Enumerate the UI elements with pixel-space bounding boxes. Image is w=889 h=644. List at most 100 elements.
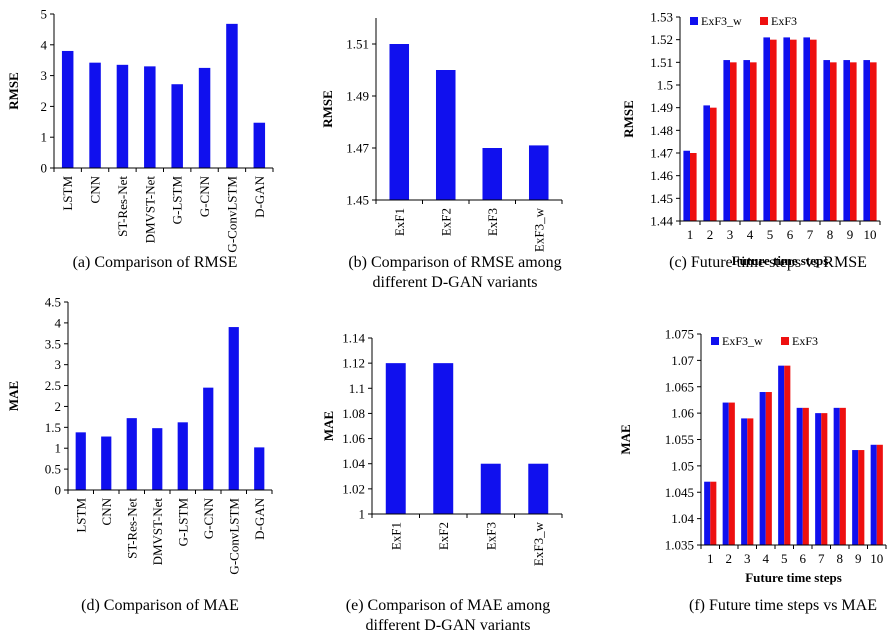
- legend-label-c-2: ExF3: [771, 14, 797, 28]
- bar-f-exf3-1: [710, 482, 716, 545]
- y-tick-label-c-5: 1.48: [650, 123, 673, 138]
- bar-f-exf3w-1: [704, 482, 710, 545]
- y-tick-label-d-7: 3: [55, 357, 62, 372]
- y-tick-label-a-5: 4: [41, 37, 48, 52]
- x-tick-label-d-3: ST-Res-Net: [124, 498, 139, 559]
- bar-a-1: [62, 51, 73, 168]
- x-tick-label-c-9: 9: [847, 227, 854, 242]
- y-tick-label-d-3: 1: [55, 441, 62, 456]
- bar-c-exf3-7: [810, 40, 817, 221]
- y-tick-label-c-9: 1.52: [650, 32, 673, 47]
- legend-swatch-c-1: [690, 17, 698, 25]
- x-tick-label-d-6: G-CNN: [201, 497, 216, 539]
- y-tick-label-e-6: 1.1: [349, 381, 365, 396]
- x-tick-label-a-8: D-GAN: [252, 175, 267, 217]
- y-tick-label-e-8: 1.14: [342, 331, 365, 346]
- y-tick-label-f-1: 1.035: [665, 538, 694, 553]
- bar-a-5: [171, 84, 182, 168]
- y-tick-label-d-4: 1.5: [45, 420, 61, 435]
- y-tick-label-c-2: 1.45: [650, 191, 673, 206]
- bar-f-exf3w-4: [760, 392, 766, 545]
- chart-a: 0 1 2 3 4 5 LSTM CNN ST-Res-Net DMVST-Net G-LSTM G-…: [6, 7, 273, 272]
- bar-f-exf3-8: [840, 408, 846, 545]
- bar-b-2: [436, 70, 456, 200]
- caption-e-line-1: (e) Comparison of MAE among: [346, 597, 550, 614]
- bar-b-3: [482, 148, 502, 200]
- x-tick-label-e-3: ExF3: [483, 522, 498, 550]
- x-tick-label-b-4: ExF3_w: [531, 207, 546, 252]
- y-tick-label-a-4: 3: [41, 68, 48, 83]
- x-tick-label-c-10: 10: [864, 227, 877, 242]
- bar-a-2: [89, 63, 100, 168]
- x-tick-label-f-1: 1: [707, 551, 714, 566]
- bar-a-3: [117, 65, 128, 168]
- bar-c-exf3-1: [690, 153, 697, 221]
- y-tick-label-c-8: 1.51: [650, 55, 673, 70]
- y-tick-label-d-6: 2.5: [45, 378, 61, 393]
- x-tick-label-a-7: G-ConvLSTM: [224, 176, 239, 253]
- bar-e-4: [528, 464, 548, 514]
- y-tick-label-a-2: 1: [41, 130, 48, 145]
- y-tick-label-d-9: 4: [55, 315, 62, 330]
- y-tick-label-a-3: 2: [41, 99, 48, 114]
- x-tick-label-d-7: G-ConvLSTM: [226, 498, 241, 575]
- bar-c-exf3-9: [850, 62, 857, 221]
- bar-f-exf3w-6: [797, 408, 803, 545]
- legend-label-f-1: ExF3_w: [722, 334, 763, 348]
- x-tick-label-e-1: ExF1: [388, 522, 403, 550]
- bar-c-exf3-5: [770, 40, 777, 221]
- x-tick-label-f-8: 8: [837, 551, 844, 566]
- bar-f-exf3w-5: [778, 366, 784, 545]
- x-tick-label-d-5: G-LSTM: [175, 498, 190, 547]
- y-tick-label-b-3: 1.49: [346, 89, 369, 104]
- chart-b: 1.45 1.47 1.49 1.51 ExF1 ExF2 ExF3 ExF3_w RMSE (b…: [320, 18, 562, 291]
- x-tick-label-a-5: G-LSTM: [170, 176, 185, 225]
- bar-d-1: [76, 432, 86, 490]
- bar-f-exf3-3: [747, 418, 753, 545]
- caption-e-line-2: different D-GAN variants: [366, 617, 531, 634]
- legend-label-c-1: ExF3_w: [701, 14, 742, 28]
- x-tick-label-a-2: CNN: [88, 175, 103, 203]
- bar-d-3: [127, 418, 137, 490]
- y-tick-label-f-8: 1.07: [671, 353, 694, 368]
- bar-f-exf3-9: [858, 450, 864, 545]
- bar-a-4: [144, 66, 155, 168]
- bar-f-exf3w-8: [834, 408, 840, 545]
- bar-c-exf3w-1: [683, 151, 690, 221]
- x-tick-label-c-1: 1: [687, 227, 694, 242]
- bar-f-exf3w-2: [723, 403, 729, 545]
- y-tick-label-f-9: 1.075: [665, 327, 694, 342]
- bar-b-4: [529, 145, 549, 200]
- legend-swatch-f-2: [781, 337, 789, 345]
- y-axis-label-e: MAE: [321, 411, 336, 441]
- y-axis-label-d: MAE: [6, 381, 21, 411]
- bar-c-exf3w-7: [803, 37, 810, 221]
- y-tick-label-e-1: 1: [359, 507, 366, 522]
- x-tick-label-e-4: ExF3_w: [531, 521, 546, 566]
- y-tick-label-f-5: 1.055: [665, 432, 694, 447]
- x-tick-label-b-1: ExF1: [392, 208, 407, 236]
- bar-c-exf3-2: [710, 108, 717, 221]
- y-tick-label-e-3: 1.04: [342, 456, 365, 471]
- caption-b-line-2: different D-GAN variants: [373, 274, 538, 291]
- y-tick-label-d-1: 0: [55, 483, 62, 498]
- y-tick-label-d-2: 0.5: [45, 462, 61, 477]
- bar-e-3: [481, 464, 501, 514]
- bar-f-exf3-5: [784, 366, 790, 545]
- bar-b-1: [389, 44, 409, 200]
- x-tick-label-f-9: 9: [855, 551, 862, 566]
- bar-a-6: [199, 68, 210, 168]
- bar-d-2: [101, 437, 111, 490]
- bar-f-exf3w-7: [815, 413, 821, 545]
- y-tick-label-f-6: 1.06: [671, 406, 694, 421]
- x-tick-label-c-5: 5: [767, 227, 774, 242]
- bar-c-exf3w-6: [783, 37, 790, 221]
- bar-f-exf3-7: [821, 413, 827, 545]
- x-tick-label-f-10: 10: [870, 551, 883, 566]
- x-tick-label-f-3: 3: [744, 551, 751, 566]
- bar-d-7: [229, 327, 239, 490]
- y-axis-label-c: RMSE: [621, 100, 636, 138]
- legend-label-f-2: ExF3: [792, 334, 818, 348]
- bar-f-exf3-4: [766, 392, 772, 545]
